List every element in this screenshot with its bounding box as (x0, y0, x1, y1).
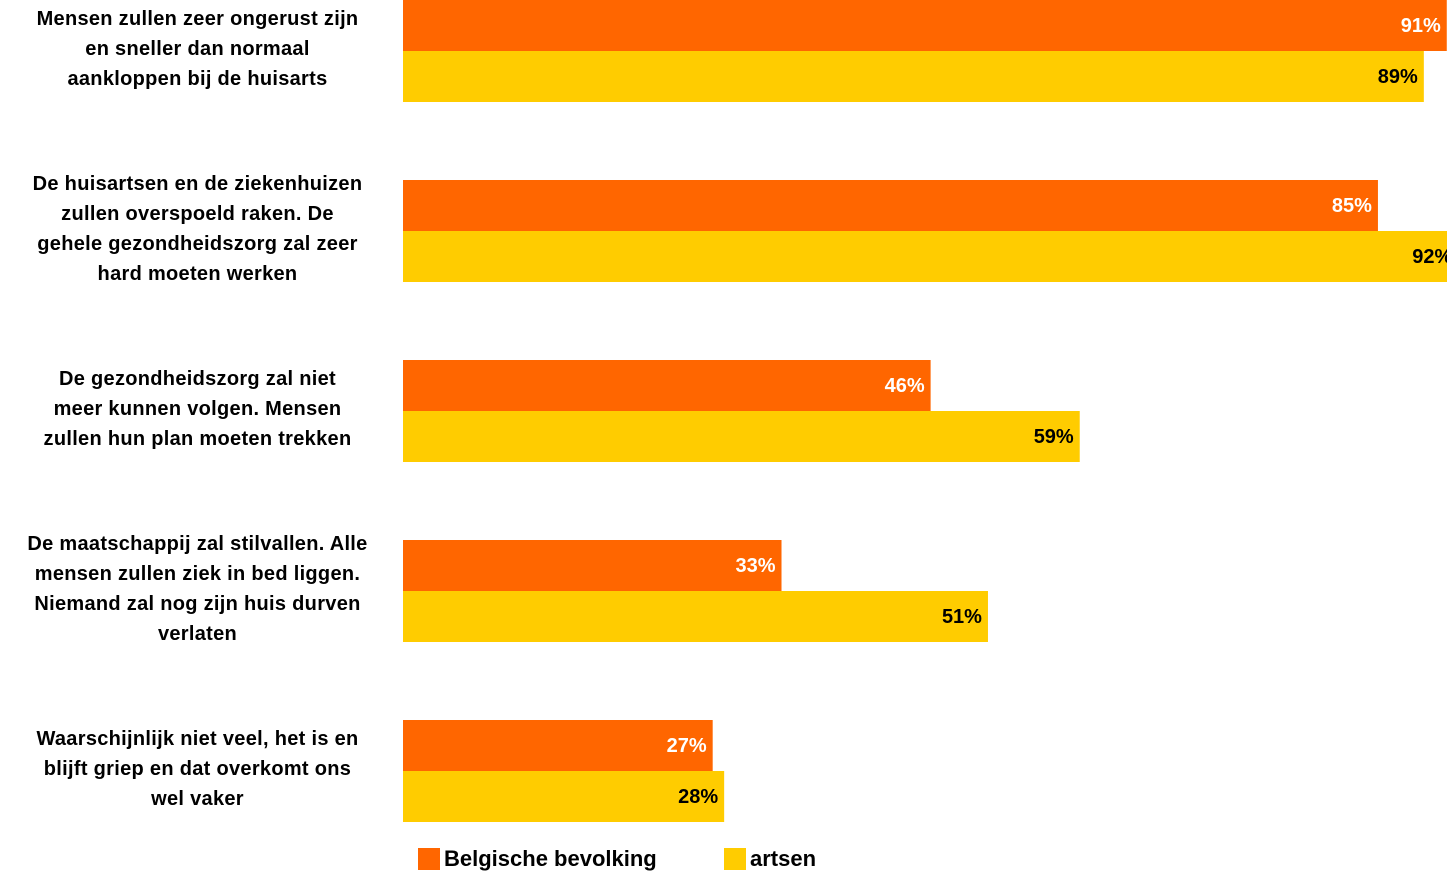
data-label: 89% (1378, 66, 1418, 88)
data-label: 51% (942, 606, 982, 628)
legend-item-artsen: artsen (724, 846, 816, 872)
legend-item-belgische-bevolking: Belgische bevolking (418, 846, 657, 872)
data-label: 27% (667, 735, 707, 757)
bar-artsen (403, 591, 988, 642)
bar-artsen (403, 411, 1080, 462)
bar-belgische-bevolking (403, 720, 713, 771)
bar-belgische-bevolking (403, 180, 1378, 231)
data-label: 46% (885, 375, 925, 397)
legend-label-belgische-bevolking: Belgische bevolking (444, 846, 657, 871)
bar-artsen (403, 231, 1447, 282)
legend-swatch-belgische-bevolking (418, 848, 440, 870)
data-label: 91% (1401, 15, 1441, 37)
category-label: De maatschappij zal stilvallen. Alle men… (27, 533, 368, 645)
data-label: 33% (735, 555, 775, 577)
category-label: Mensen zullen zeer ongerust zijn en snel… (36, 8, 359, 90)
bar-belgische-bevolking (403, 540, 782, 591)
category-label: De gezondheidszorg zal niet meer kunnen … (43, 368, 352, 450)
bar-belgische-bevolking (403, 360, 931, 411)
data-label: 85% (1332, 195, 1372, 217)
bar-artsen (403, 771, 725, 822)
category-label: De huisartsen en de ziekenhuizen zullen … (32, 173, 363, 285)
legend-swatch-artsen (724, 848, 746, 870)
bar-artsen (403, 51, 1424, 102)
bar-belgische-bevolking (403, 0, 1447, 51)
data-label: 28% (678, 786, 718, 808)
legend-label-artsen: artsen (750, 846, 817, 871)
data-label: 92% (1412, 246, 1447, 268)
data-label: 59% (1034, 426, 1074, 448)
category-label: Waarschijnlijk niet veel, het is en blij… (36, 728, 359, 810)
